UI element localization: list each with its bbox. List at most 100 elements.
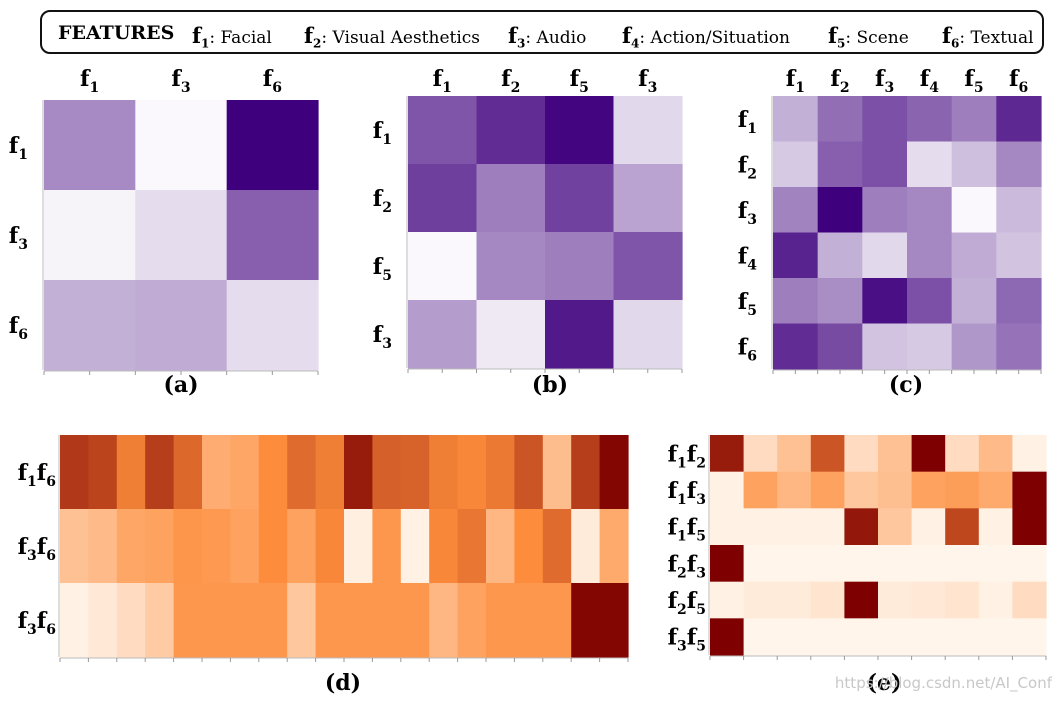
row-label-c-3: f4​ <box>738 243 757 273</box>
cell-b-r2-c2 <box>545 232 615 301</box>
cell-d-r2-c3 <box>145 583 175 658</box>
cell-e-r3-c3 <box>810 545 845 583</box>
cell-e-r2-c0 <box>710 508 745 546</box>
cell-d-r1-c17 <box>542 509 572 584</box>
col-label-c-2: f3​ <box>875 66 894 96</box>
cell-d-r0-c9 <box>315 435 345 510</box>
cell-d-r1-c19 <box>599 509 629 584</box>
cell-a-r2-c0 <box>44 280 136 371</box>
cell-e-r3-c2 <box>777 545 812 583</box>
cell-c-r1-c2 <box>862 141 908 188</box>
cell-d-r2-c4 <box>173 583 203 658</box>
cell-b-r3-c2 <box>545 300 615 369</box>
cell-e-r2-c8 <box>978 508 1013 546</box>
cell-c-r5-c5 <box>996 323 1042 370</box>
cell-d-r0-c5 <box>202 435 231 510</box>
cell-d-r2-c5 <box>202 583 231 658</box>
cell-c-r5-c0 <box>773 323 819 370</box>
cell-d-r1-c1 <box>88 509 118 584</box>
cell-a-r2-c2 <box>226 280 319 371</box>
cell-e-r0-c9 <box>1012 435 1047 473</box>
row-label-b-1: f2​ <box>373 186 392 216</box>
row-label-e-2: f1​f5​ <box>668 515 706 545</box>
cell-e-r2-c5 <box>878 508 913 546</box>
cell-d-r0-c3 <box>145 435 175 510</box>
legend-item-f6: f6: Textual <box>942 23 1034 51</box>
cell-c-r4-c5 <box>996 278 1042 325</box>
cell-c-r2-c1 <box>817 187 863 234</box>
row-label-a-1: f3​ <box>9 223 28 253</box>
row-label-d-1: f3​f6​ <box>18 534 56 564</box>
panel-caption-a: (a) <box>163 372 198 398</box>
cell-e-r2-c9 <box>1012 508 1047 546</box>
cell-e-r5-c7 <box>945 618 980 656</box>
cell-b-r0-c3 <box>613 96 683 165</box>
cell-c-r0-c5 <box>996 96 1042 143</box>
col-label-c-1: f2​ <box>830 66 849 96</box>
cell-c-r3-c4 <box>951 232 997 279</box>
row-label-e-1: f1​f3​ <box>668 478 706 508</box>
cell-c-r5-c3 <box>907 323 953 370</box>
cell-d-r1-c5 <box>202 509 231 584</box>
cell-d-r1-c15 <box>486 509 515 584</box>
cell-e-r5-c4 <box>844 618 879 656</box>
cell-d-r0-c8 <box>287 435 317 510</box>
cell-c-r3-c2 <box>862 232 908 279</box>
watermark: https://blog.csdn.net/AI_Conf <box>834 674 1052 692</box>
cell-d-r0-c11 <box>372 435 402 510</box>
cell-b-r3-c3 <box>613 300 683 369</box>
cell-b-r2-c0 <box>408 232 478 301</box>
cell-e-r3-c5 <box>878 545 913 583</box>
cell-c-r2-c3 <box>907 187 953 234</box>
cell-d-r0-c4 <box>173 435 203 510</box>
cell-c-r2-c2 <box>862 187 908 234</box>
row-label-a-2: f6​ <box>9 313 28 343</box>
cell-d-r2-c11 <box>372 583 402 658</box>
cell-e-r0-c6 <box>911 435 946 473</box>
cell-e-r5-c9 <box>1012 618 1047 656</box>
cell-c-r3-c3 <box>907 232 953 279</box>
heatmap-b: f1​ f2​ f5​ f3​ f1​ f2​ f5​ f3​ (b) <box>373 66 683 398</box>
row-label-e-0: f1​f2​ <box>668 441 706 471</box>
row-label-c-5: f6​ <box>738 334 757 364</box>
cell-e-r1-c7 <box>945 471 980 509</box>
cell-c-r0-c4 <box>951 96 997 143</box>
cell-a-r0-c1 <box>135 100 228 191</box>
cell-d-r1-c14 <box>457 509 487 584</box>
cell-b-r0-c1 <box>476 96 546 165</box>
cell-e-r1-c2 <box>777 471 812 509</box>
cell-c-r0-c3 <box>907 96 953 143</box>
cell-e-r5-c6 <box>911 618 946 656</box>
cell-d-r1-c12 <box>400 509 430 584</box>
cell-c-r4-c4 <box>951 278 997 325</box>
heatmap-c: f1​ f2​ f3​ f4​ f5​ f6​ f1​ f2​ f3​ f4​ f5​ f6​ (c) <box>738 66 1042 398</box>
cell-e-r3-c7 <box>945 545 980 583</box>
col-label-c-5: f6​ <box>1009 66 1028 96</box>
cell-d-r0-c10 <box>344 435 373 510</box>
cell-e-r1-c3 <box>810 471 845 509</box>
cell-c-r1-c0 <box>773 141 819 188</box>
cell-e-r0-c7 <box>945 435 980 473</box>
row-label-c-1: f2​ <box>738 152 757 182</box>
cell-d-r0-c7 <box>258 435 288 510</box>
cell-d-r0-c19 <box>599 435 629 510</box>
cell-c-r1-c1 <box>817 141 863 188</box>
row-label-d-0: f1​f6​ <box>18 460 56 490</box>
cell-d-r0-c15 <box>486 435 515 510</box>
cell-e-r0-c0 <box>710 435 745 473</box>
cell-c-r3-c0 <box>773 232 819 279</box>
cell-d-r2-c10 <box>344 583 373 658</box>
heatmap-e: f1​f2​ f1​f3​ f1​f5​ f2​f3​ f2​f5​ f3​f5​ (e) <box>668 435 1047 696</box>
row-label-b-0: f1​ <box>373 118 392 148</box>
cell-e-r2-c1 <box>743 508 778 546</box>
cell-c-r0-c2 <box>862 96 908 143</box>
col-label-b-1: f2​ <box>501 66 520 96</box>
cell-e-r4-c5 <box>878 581 913 619</box>
cell-c-r1-c3 <box>907 141 953 188</box>
cell-d-r1-c3 <box>145 509 175 584</box>
row-label-c-0: f1​ <box>738 107 757 137</box>
cell-c-r2-c0 <box>773 187 819 234</box>
cell-d-r1-c16 <box>514 509 544 584</box>
col-label-b-3: f3​ <box>638 66 657 96</box>
cell-c-r5-c2 <box>862 323 908 370</box>
